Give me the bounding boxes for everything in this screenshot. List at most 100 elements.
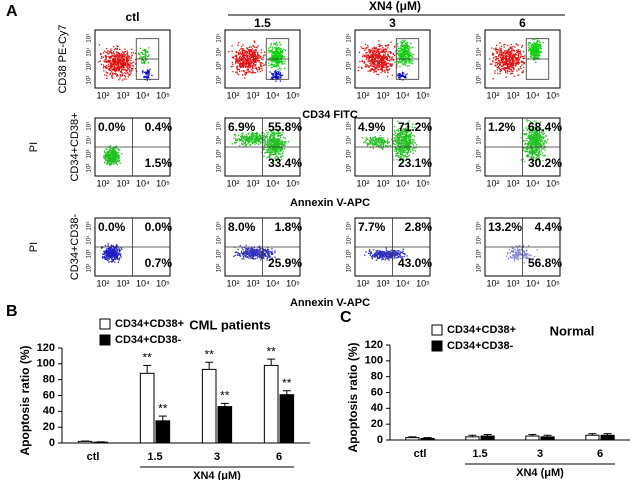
event-dot [247, 61, 249, 63]
event-dot [114, 60, 117, 62]
event-dot [126, 63, 128, 65]
event-dot [132, 67, 134, 70]
event-dot [146, 70, 149, 72]
event-dot [119, 155, 121, 157]
event-dot [504, 43, 506, 45]
event-dot [276, 48, 279, 50]
event-dot [264, 136, 266, 139]
event-dot [491, 63, 493, 65]
event-dot [128, 67, 130, 70]
event-dot [234, 55, 236, 57]
event-dot [271, 52, 274, 54]
event-dot [276, 76, 278, 79]
event-dot [392, 159, 395, 161]
event-dot [494, 70, 496, 72]
event-dot [235, 51, 238, 54]
event-dot [410, 52, 412, 54]
event-dot [495, 48, 497, 50]
event-dot [269, 146, 271, 149]
event-dot [104, 153, 107, 155]
event-dot [374, 58, 376, 60]
event-dot [406, 41, 408, 43]
event-dot [393, 58, 395, 61]
event-dot [505, 61, 507, 64]
event-dot [283, 67, 286, 70]
event-dot [251, 131, 254, 133]
event-dot [104, 157, 106, 159]
event-dot [124, 55, 126, 57]
event-dot [145, 51, 148, 53]
event-dot [127, 59, 129, 61]
event-dot [537, 139, 540, 141]
event-dot [397, 50, 399, 52]
event-dot [281, 158, 283, 161]
event-dot [261, 132, 263, 134]
event-dot [397, 135, 399, 138]
event-dot [257, 132, 259, 135]
event-dot [508, 50, 510, 52]
event-dot [367, 55, 370, 57]
event-dot [507, 66, 510, 69]
event-dot [132, 61, 134, 64]
event-dot [361, 67, 363, 69]
event-dot [383, 56, 386, 59]
event-dot [530, 52, 532, 54]
event-dot [406, 131, 409, 134]
event-dot [505, 60, 508, 62]
event-dot [505, 76, 507, 78]
y-tick-label: 10⁴ [346, 47, 353, 57]
event-dot [545, 135, 547, 137]
event-dot [243, 57, 245, 59]
event-dot [372, 55, 374, 57]
event-dot [404, 138, 407, 140]
event-dot [124, 64, 126, 66]
event-dot [373, 52, 375, 54]
x-tick-label: 10³ [116, 90, 129, 100]
event-dot [402, 132, 404, 134]
quadrant-percent: 0.4% [145, 120, 173, 134]
event-dot [387, 58, 389, 60]
event-dot [235, 59, 238, 61]
x-tick-label: 10³ [246, 178, 259, 188]
event-dot [104, 54, 107, 57]
event-dot [265, 61, 267, 63]
event-dot [111, 54, 113, 57]
event-dot [376, 49, 378, 52]
event-dot [279, 53, 281, 55]
event-dot [273, 75, 276, 78]
event-dot [400, 75, 402, 77]
y-tick-label: 10⁵ [216, 121, 223, 131]
event-dot [496, 69, 499, 71]
event-dot [501, 54, 503, 56]
event-dot [382, 59, 385, 61]
event-dot [499, 51, 501, 53]
event-dot [277, 60, 279, 63]
event-dot [266, 142, 269, 144]
event-dot [504, 59, 506, 61]
event-dot [407, 125, 410, 127]
event-dot [543, 141, 546, 143]
event-dot [500, 54, 502, 56]
event-dot [232, 57, 234, 59]
event-dot [270, 143, 273, 145]
event-dot [116, 164, 119, 166]
event-dot [107, 157, 109, 159]
event-dot [386, 145, 388, 147]
event-dot [109, 153, 111, 156]
event-dot [383, 51, 385, 53]
event-dot [111, 156, 114, 158]
event-dot [117, 63, 120, 65]
event-dot [235, 138, 237, 140]
event-dot [509, 56, 511, 59]
event-dot [252, 68, 254, 70]
event-dot [109, 162, 111, 165]
event-dot [281, 74, 284, 76]
event-dot [370, 64, 372, 66]
event-dot [512, 62, 514, 65]
event-dot [259, 67, 261, 70]
event-dot [266, 135, 268, 137]
event-dot [231, 56, 234, 58]
event-dot [131, 48, 133, 50]
event-dot [398, 52, 401, 54]
event-dot [497, 65, 500, 68]
